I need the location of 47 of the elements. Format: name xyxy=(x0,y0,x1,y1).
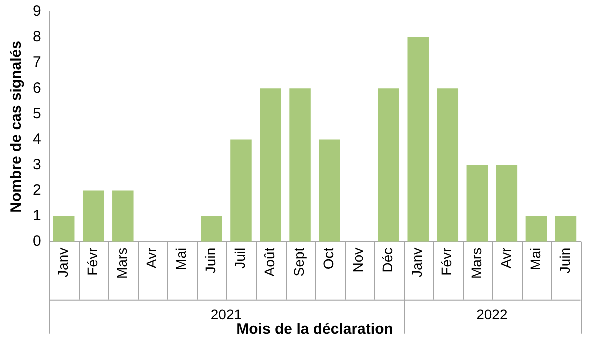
x-tick-label: Août xyxy=(262,248,278,277)
y-tick-label: 4 xyxy=(33,130,42,148)
x-tick-label: Mars xyxy=(114,248,130,280)
bar xyxy=(201,216,222,242)
bar xyxy=(112,190,134,242)
x-tick-label: Oct xyxy=(320,248,337,270)
x-axis-title: Mois de la déclaration xyxy=(236,321,394,338)
bar xyxy=(466,165,488,242)
x-tick-label: Mai xyxy=(173,248,190,270)
text: 2022 xyxy=(476,306,508,323)
x-tick-label: Mars xyxy=(468,248,484,280)
bar xyxy=(230,140,252,242)
bar xyxy=(319,140,340,242)
y-tick-label: 0 xyxy=(33,233,42,250)
x-tick-label: Sept xyxy=(291,248,308,277)
bar xyxy=(496,165,518,242)
bar xyxy=(53,216,75,242)
bar xyxy=(526,216,548,242)
x-tick-label: Févr xyxy=(84,248,100,276)
y-tick-label: 8 xyxy=(33,28,42,46)
x-tick-label: Nov xyxy=(350,248,366,273)
y-tick-label: 9 xyxy=(33,3,42,20)
y-tick-label: 5 xyxy=(33,105,42,122)
bar xyxy=(260,88,282,242)
x-tick-label: Avr xyxy=(498,248,514,269)
x-tick-label: Juil xyxy=(232,248,248,269)
bar xyxy=(555,216,577,242)
bar xyxy=(378,88,400,242)
y-tick-label: 2 xyxy=(33,182,42,199)
x-tick-label: Févr xyxy=(438,248,455,276)
y-axis-title: Nombre de cas signalés xyxy=(8,41,26,213)
y-tick-label: 7 xyxy=(33,54,42,72)
x-tick-label: Avr xyxy=(144,248,160,269)
bar xyxy=(290,88,311,242)
bar xyxy=(437,88,459,242)
x-tick-label: Mai xyxy=(527,248,544,270)
x-tick-label: Juin xyxy=(556,248,573,274)
bar xyxy=(83,190,104,242)
x-tick-label: Déc xyxy=(380,248,396,273)
bar xyxy=(408,38,429,242)
y-tick-label: 6 xyxy=(33,80,42,97)
text: 2021 xyxy=(210,306,242,323)
x-tick-label: Janv xyxy=(409,248,426,278)
x-tick-label: Janv xyxy=(54,248,71,278)
y-tick-label: 1 xyxy=(33,207,42,224)
y-tick-label: 3 xyxy=(33,156,42,174)
x-tick-label: Juin xyxy=(202,248,219,274)
